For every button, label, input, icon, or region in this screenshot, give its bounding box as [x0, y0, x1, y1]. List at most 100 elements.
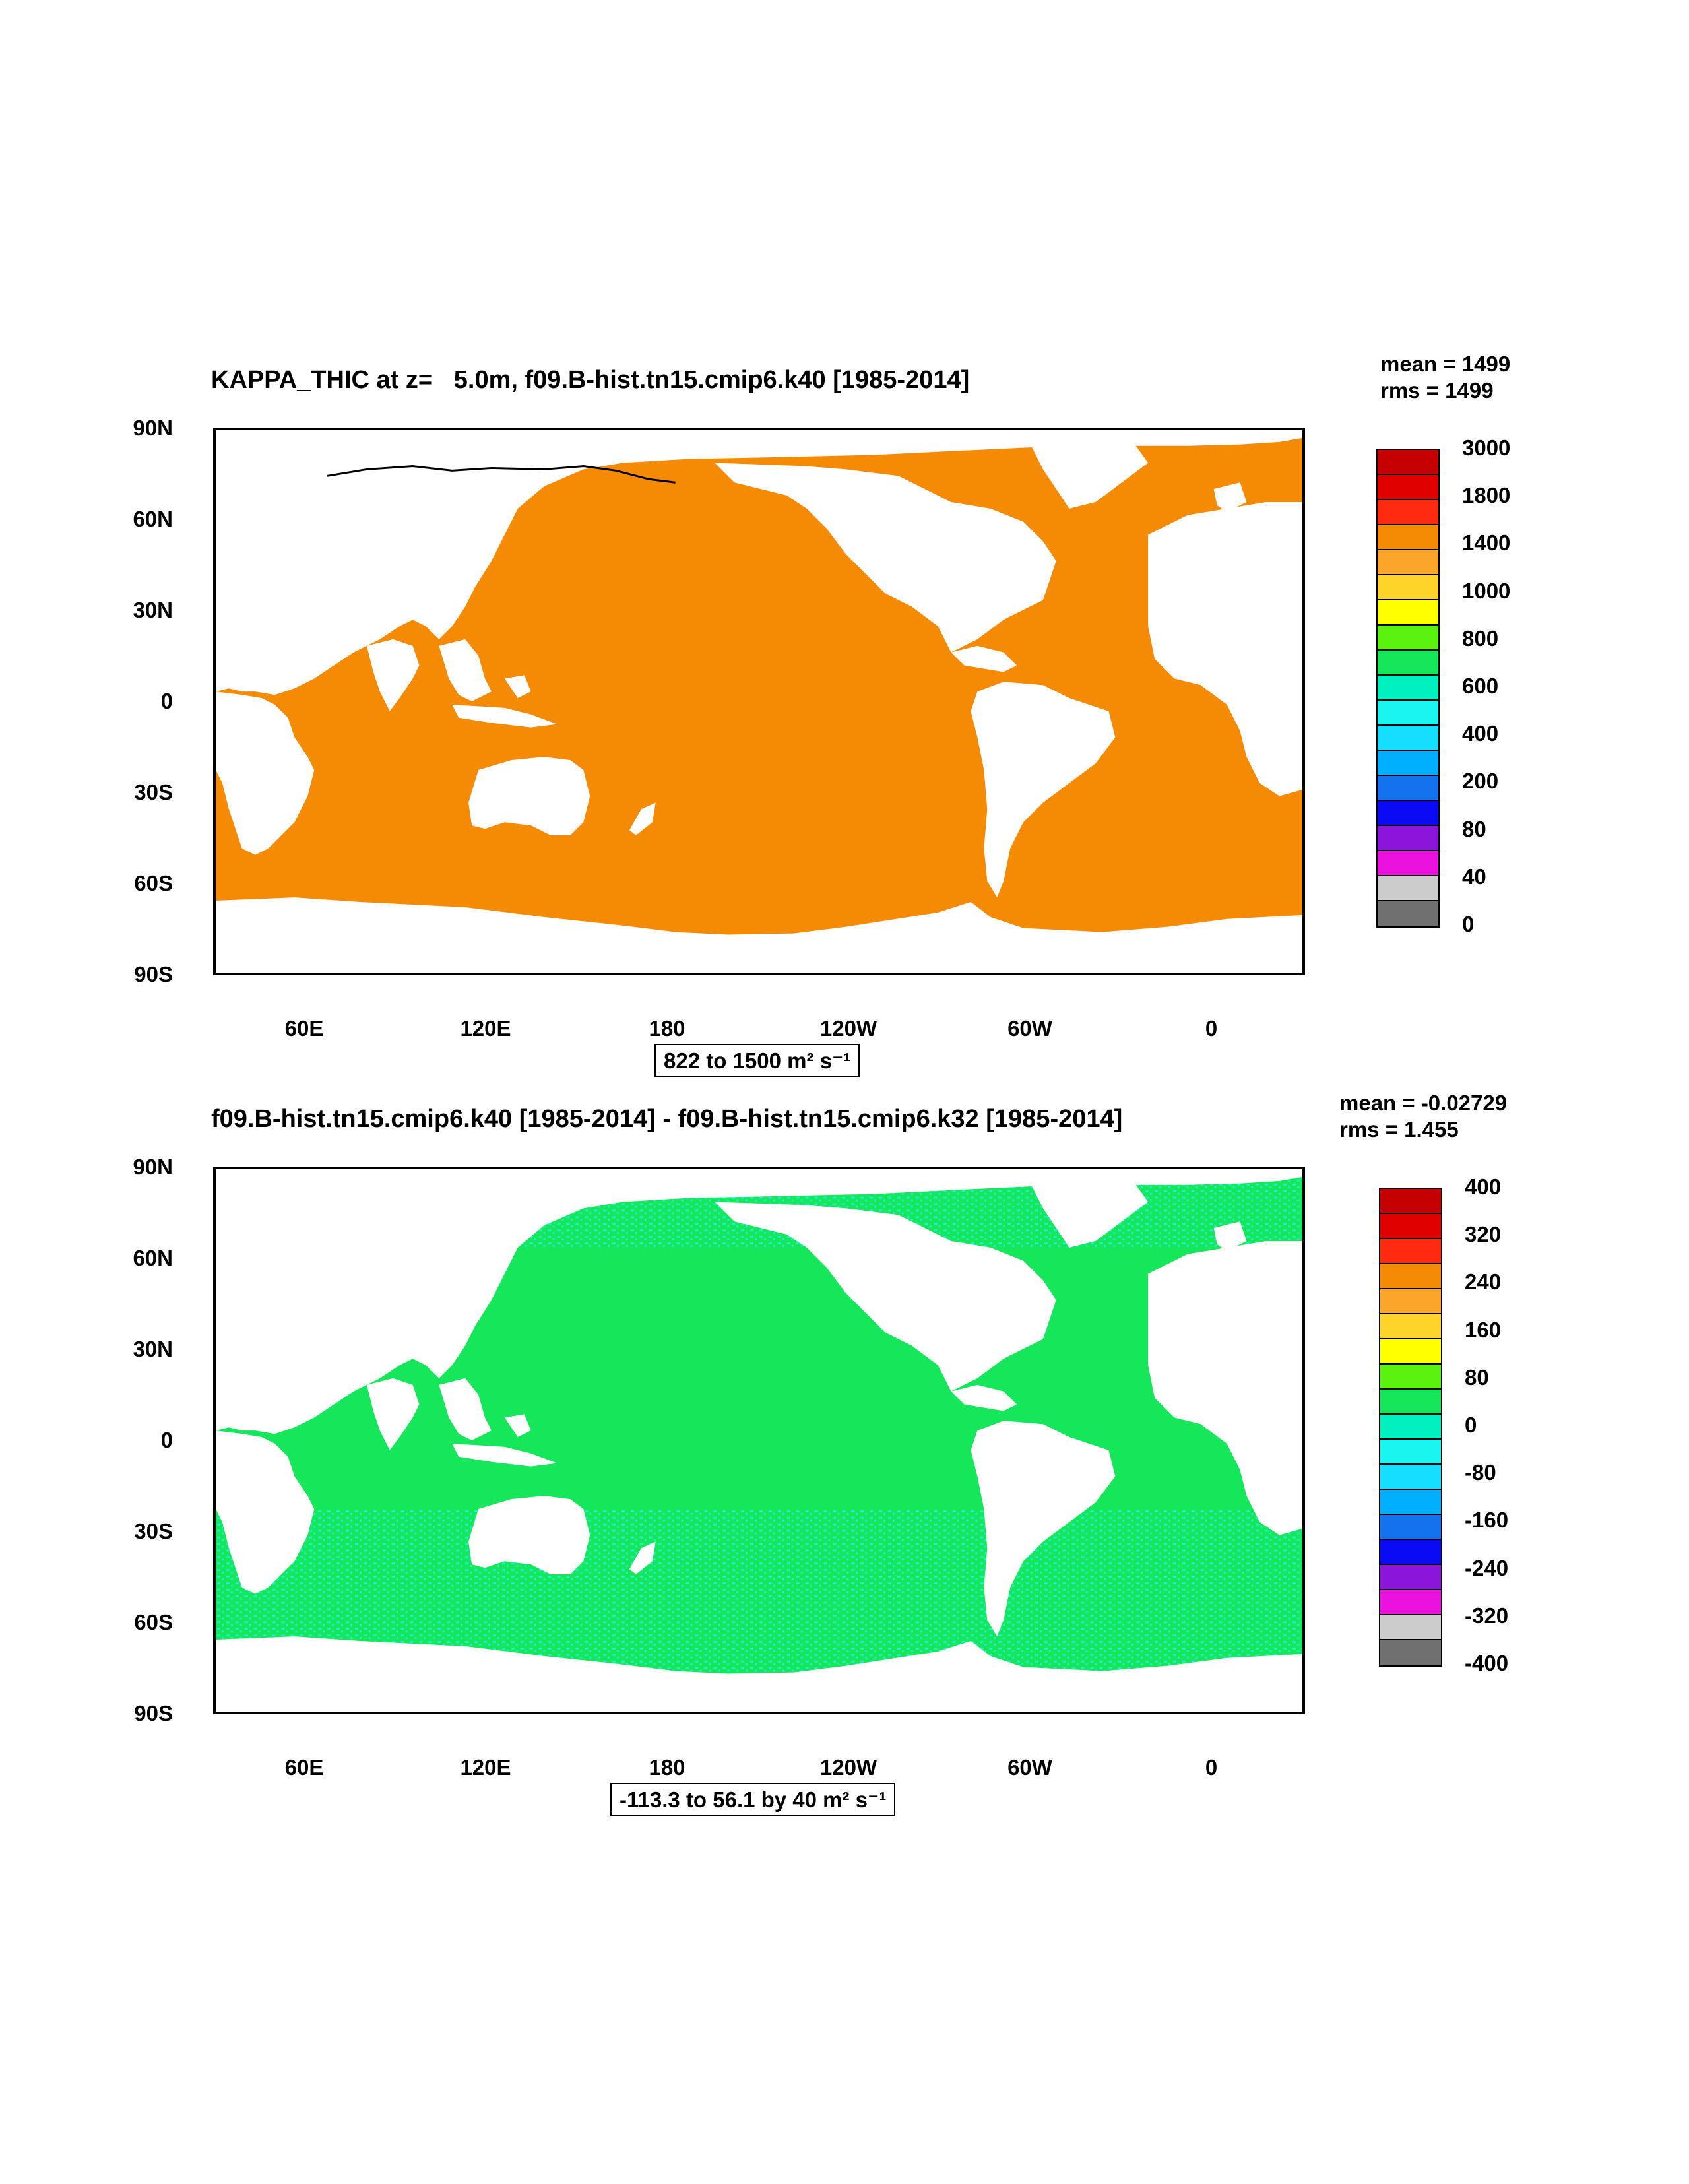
top-range-label: 822 to 1500 m² s⁻¹ [654, 1044, 860, 1077]
top-lat-label-30S: 30S [134, 780, 173, 804]
top-map-panel: KAPPA_THIC at z= 5.0m, f09.B-hist.tn15.c… [0, 0, 1689, 1077]
top-colorbar-label: 3000 [1462, 435, 1511, 460]
top-colorbar [1376, 449, 1440, 928]
bottom-colorbar-cell [1380, 1515, 1441, 1540]
top-continents [216, 430, 1302, 973]
top-lon-label-180: 180 [649, 1016, 685, 1041]
top-colorbar-label: 200 [1462, 769, 1499, 794]
top-lon-label-120W: 120W [819, 1016, 877, 1041]
bottom-lon-label-180: 180 [649, 1755, 685, 1780]
top-map-area [213, 428, 1305, 975]
top-colorbar-label: 0 [1462, 912, 1475, 936]
top-colorbar-cell [1378, 475, 1438, 500]
bottom-lon-label-120W: 120W [819, 1755, 877, 1780]
bottom-colorbar-cell [1380, 1390, 1441, 1415]
bottom-map-panel: f09.B-hist.tn15.cmip6.k40 [1985-2014] - … [0, 739, 1689, 1816]
top-lon-label-0: 0 [1205, 1016, 1218, 1041]
bottom-colorbar-cell [1380, 1264, 1441, 1289]
bottom-colorbar-cell [1380, 1314, 1441, 1339]
bottom-colorbar-label: -320 [1465, 1603, 1509, 1628]
bottom-ocean-field [216, 1169, 1302, 1712]
top-colorbar-cell [1378, 851, 1438, 876]
bottom-colorbar-label: 80 [1465, 1365, 1489, 1390]
top-colorbar-cell [1378, 626, 1438, 651]
bottom-colorbar-cell [1380, 1365, 1441, 1390]
top-lon-label-120E: 120E [460, 1016, 511, 1041]
top-colorbar-cell [1378, 826, 1438, 851]
top-map-stats: mean = 1499 rms = 1499 [1380, 351, 1510, 404]
bottom-lat-label-30S: 30S [134, 1519, 173, 1543]
top-colorbar-cell [1378, 776, 1438, 801]
top-colorbar-label: 600 [1462, 674, 1499, 698]
bottom-colorbar-cell [1380, 1565, 1441, 1590]
bottom-colorbar-cell [1380, 1339, 1441, 1365]
top-coastline-arctic [327, 465, 676, 484]
bottom-map-stats: mean = -0.02729 rms = 1.455 [1339, 1090, 1507, 1143]
top-lon-label-60E: 60E [284, 1016, 324, 1041]
bottom-lon-label-0: 0 [1205, 1755, 1218, 1780]
top-colorbar-cell [1378, 550, 1438, 575]
top-colorbar-cell [1378, 500, 1438, 525]
top-colorbar-cell [1378, 901, 1438, 926]
bottom-continents [216, 1169, 1302, 1712]
top-colorbar-cell [1378, 801, 1438, 826]
bottom-lat-label-60N: 60N [133, 1246, 173, 1270]
top-colorbar-label: 800 [1462, 626, 1499, 651]
bottom-colorbar-cell [1380, 1189, 1441, 1214]
bottom-colorbar-label: 160 [1465, 1317, 1502, 1342]
top-lon-label-60W: 60W [1007, 1016, 1052, 1041]
bottom-colorbar-cell [1380, 1540, 1441, 1565]
top-lat-label-60N: 60N [133, 507, 173, 531]
top-colorbar-cell [1378, 701, 1438, 726]
bottom-colorbar-cell [1380, 1415, 1441, 1440]
top-colorbar-label: 40 [1462, 864, 1486, 889]
bottom-colorbar-label: -80 [1465, 1460, 1496, 1485]
bottom-colorbar-cell [1380, 1615, 1441, 1640]
bottom-colorbar-cell [1380, 1490, 1441, 1515]
bottom-colorbar-cell [1380, 1590, 1441, 1615]
bottom-colorbar-cell [1380, 1239, 1441, 1264]
bottom-lat-label-60S: 60S [134, 1610, 173, 1634]
bottom-lat-label-90S: 90S [134, 1701, 173, 1725]
bottom-colorbar-label: -240 [1465, 1555, 1509, 1580]
top-lat-label-90S: 90S [134, 962, 173, 986]
bottom-colorbar-cell [1380, 1289, 1441, 1314]
top-lat-label-60S: 60S [134, 871, 173, 895]
bottom-lat-label-30N: 30N [133, 1337, 173, 1361]
top-colorbar-cell [1378, 751, 1438, 776]
top-colorbar-cell [1378, 575, 1438, 600]
bottom-colorbar-label: 0 [1465, 1413, 1477, 1437]
bottom-lon-label-120E: 120E [460, 1755, 511, 1780]
top-lat-label-90N: 90N [133, 416, 173, 440]
top-colorbar-cell [1378, 676, 1438, 701]
bottom-colorbar-label: 320 [1465, 1222, 1502, 1247]
top-map-title: KAPPA_THIC at z= 5.0m, f09.B-hist.tn15.c… [211, 366, 970, 394]
bottom-colorbar-label: 400 [1465, 1174, 1502, 1199]
bottom-colorbar-cell [1380, 1640, 1441, 1665]
top-colorbar-cell [1378, 600, 1438, 626]
bottom-lat-label-0: 0 [160, 1428, 173, 1452]
top-colorbar-label: 1800 [1462, 483, 1511, 508]
bottom-lon-label-60W: 60W [1007, 1755, 1052, 1780]
top-lat-label-30N: 30N [133, 598, 173, 622]
bottom-range-label: -113.3 to 56.1 by 40 m² s⁻¹ [610, 1783, 896, 1816]
bottom-colorbar-label: -400 [1465, 1651, 1509, 1675]
top-rms-value: rms = 1499 [1380, 378, 1494, 402]
top-colorbar-cell [1378, 525, 1438, 550]
bottom-map-area [213, 1167, 1305, 1714]
top-colorbar-cell [1378, 450, 1438, 475]
bottom-lon-label-60E: 60E [284, 1755, 324, 1780]
top-lat-label-0: 0 [160, 689, 173, 713]
bottom-colorbar-cell [1380, 1214, 1441, 1239]
top-colorbar-cell [1378, 726, 1438, 751]
bottom-colorbar-cell [1380, 1440, 1441, 1465]
bottom-rms-value: rms = 1.455 [1339, 1117, 1459, 1141]
bottom-colorbar-label: 240 [1465, 1269, 1502, 1295]
bottom-map-title: f09.B-hist.tn15.cmip6.k40 [1985-2014] - … [211, 1105, 1123, 1133]
top-colorbar-label: 1400 [1462, 530, 1511, 556]
bottom-colorbar-cell [1380, 1465, 1441, 1490]
top-ocean-field [216, 430, 1302, 973]
top-colorbar-label: 1000 [1462, 578, 1511, 603]
bottom-colorbar-label: -160 [1465, 1508, 1509, 1533]
bottom-lat-label-90N: 90N [133, 1155, 173, 1179]
